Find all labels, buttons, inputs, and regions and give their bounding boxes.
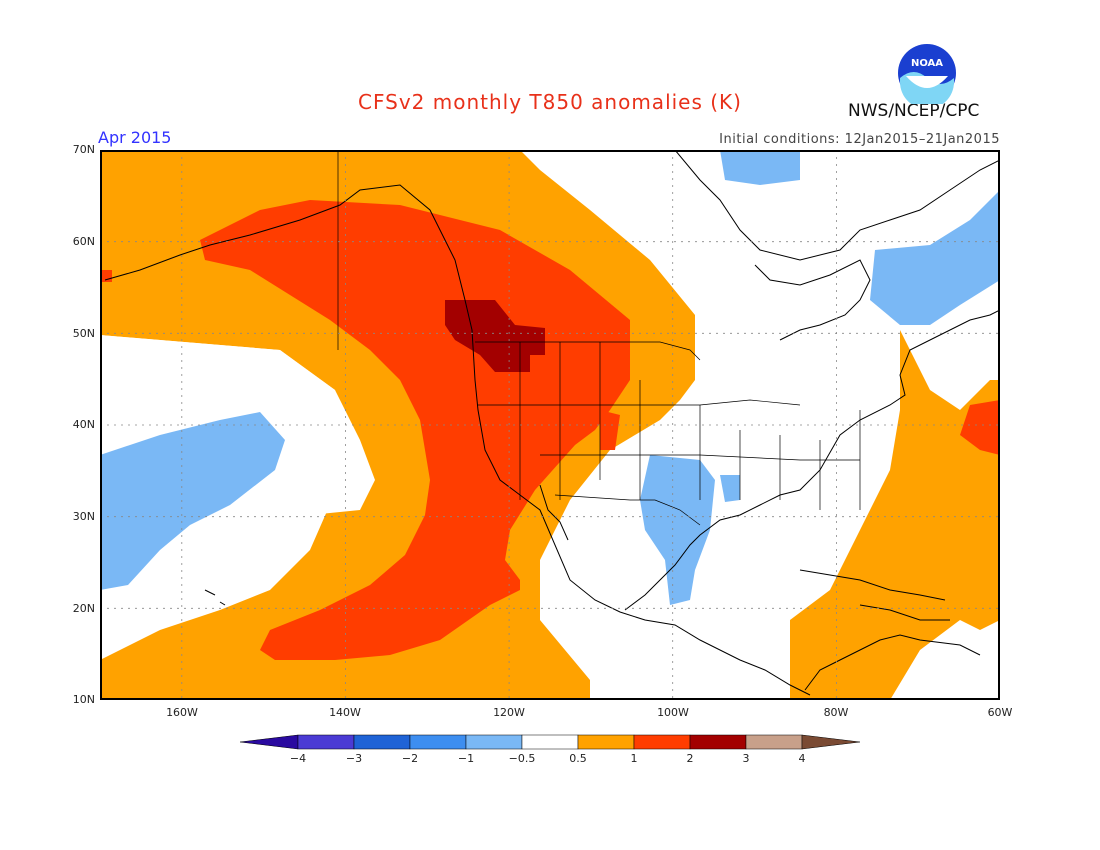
legend-bin — [353, 734, 411, 750]
legend-label: 1 — [630, 752, 638, 765]
legend-label: −0.5 — [508, 752, 536, 765]
lon-label: 140W — [329, 706, 361, 719]
map-title: CFSv2 monthly T850 anomalies (K) — [358, 90, 742, 114]
color-legend — [240, 734, 860, 750]
lat-label: 60N — [72, 235, 95, 248]
legend-label: 2 — [686, 752, 694, 765]
legend-bin — [577, 734, 635, 750]
lon-label: 160W — [166, 706, 198, 719]
political-borders — [337, 150, 861, 526]
initial-conditions: Initial conditions: 12Jan2015–21Jan2015 — [719, 132, 1000, 147]
legend-bin — [521, 734, 579, 750]
lat-label: 50N — [72, 327, 95, 340]
legend-label: 3 — [742, 752, 750, 765]
legend-label: −4 — [289, 752, 307, 765]
agency-label: NWS/NCEP/CPC — [848, 101, 980, 121]
legend-bin — [689, 734, 747, 750]
lat-label: 70N — [72, 143, 95, 156]
noaa-logo: NOAA — [898, 44, 956, 104]
lat-label: 40N — [72, 418, 95, 431]
legend-bin — [633, 734, 691, 750]
forecast-period: Apr 2015 — [98, 128, 172, 147]
graticule — [100, 150, 1000, 700]
legend-bin — [409, 734, 467, 750]
lat-label: 10N — [72, 693, 95, 706]
legend-label: 0.5 — [569, 752, 587, 765]
legend-label: −2 — [401, 752, 419, 765]
legend-label: −1 — [457, 752, 475, 765]
anomaly-red-atlantic — [960, 400, 1000, 455]
lat-label: 20N — [72, 602, 95, 615]
anomaly-red-band — [200, 200, 630, 660]
legend-label: 4 — [798, 752, 806, 765]
lon-label: 100W — [657, 706, 689, 719]
legend-label: −3 — [345, 752, 363, 765]
lat-label: 30N — [72, 510, 95, 523]
anomaly-red-patch — [600, 410, 620, 450]
map-frame — [100, 150, 1000, 700]
legend-bin — [297, 734, 355, 750]
lon-label: 60W — [987, 706, 1013, 719]
lon-label: 80W — [823, 706, 849, 719]
legend-bin — [801, 734, 860, 750]
anomaly-light-blue-regions — [100, 150, 1000, 605]
legend-bin — [465, 734, 523, 750]
lon-label: 120W — [493, 706, 525, 719]
legend-bin — [240, 734, 299, 750]
logo-text: NOAA — [911, 58, 943, 69]
legend-bin — [745, 734, 803, 750]
anomaly-map — [100, 150, 1000, 700]
